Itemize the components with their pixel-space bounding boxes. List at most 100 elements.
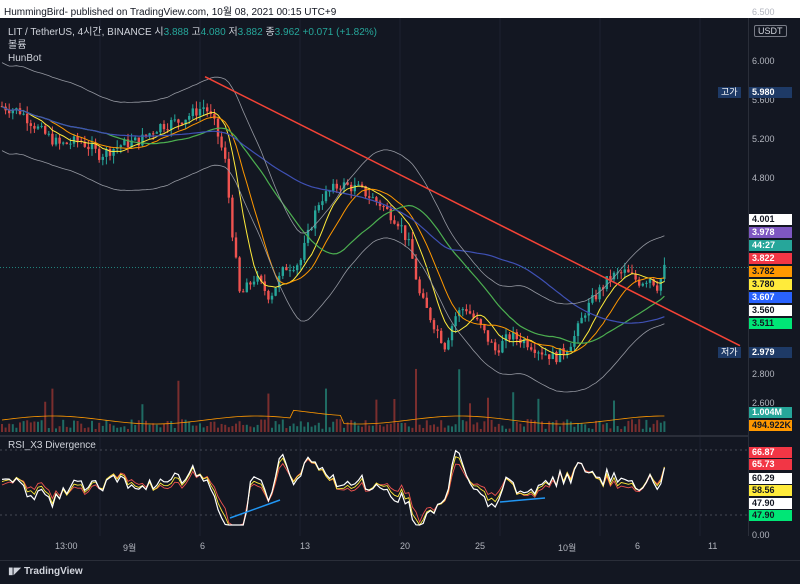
candle-body [144, 134, 148, 136]
close-label: 종 [265, 27, 275, 38]
volume-bar [533, 420, 536, 432]
volume-bar [44, 401, 47, 432]
candle-body [263, 281, 266, 291]
time-tick-label: 13:00 [55, 541, 78, 551]
symbol-title[interactable]: LIT / TetherUS, 4시간, BINANCE [8, 27, 152, 38]
volume-bar [91, 420, 93, 432]
currency-badge[interactable]: USDT [754, 25, 787, 37]
candle-body [90, 143, 94, 150]
volume-bar [206, 426, 209, 432]
volume-bar [343, 427, 345, 432]
brand-text: TradingView [23, 566, 83, 577]
candle-body [645, 282, 648, 284]
volume-bar [101, 425, 104, 432]
candle-body [447, 340, 450, 350]
volume-bar [627, 420, 630, 432]
candle-body [368, 196, 371, 198]
candle-body [44, 125, 47, 134]
volume-bar [292, 423, 295, 432]
candle-body [234, 237, 238, 258]
volume-bar [469, 403, 471, 432]
candle-body [184, 119, 187, 125]
candle-body [198, 108, 202, 116]
candle-body [11, 110, 14, 114]
volume-bar [130, 419, 133, 432]
volume-bar [80, 423, 83, 432]
candle-body [72, 136, 76, 144]
candle-body [472, 313, 475, 318]
volume-indicator-label[interactable]: 볼륨 [8, 40, 27, 51]
volume-bar [389, 423, 392, 432]
volume-bar [515, 421, 518, 432]
candle-body [371, 197, 374, 199]
candle-body [332, 183, 335, 191]
candle-body [94, 143, 97, 149]
price-tick-label: 2.800 [752, 369, 775, 379]
volume-bar [598, 420, 601, 432]
candle-body [555, 352, 558, 363]
volume-bar [83, 428, 86, 432]
volume-bar [479, 428, 482, 432]
volume-bar [281, 419, 284, 432]
candle-body [393, 220, 396, 224]
volume-bar [328, 427, 331, 432]
candle-body [494, 342, 497, 351]
candle-body [155, 132, 158, 134]
volume-bar [51, 388, 54, 432]
candle-body [634, 273, 637, 280]
candle-body [270, 295, 274, 300]
volume-bar [505, 428, 507, 432]
price-tag: 2.979 [749, 347, 792, 358]
candle-body [303, 242, 306, 260]
volume-bar [127, 428, 129, 432]
candle-body [314, 210, 317, 229]
candle-body [353, 184, 356, 192]
rsi-indicator-label[interactable]: RSI_X3 Divergence [8, 440, 96, 451]
candle-body [569, 346, 572, 352]
volume-bar [415, 368, 417, 432]
change-value: +0.071 (+1.82%) [302, 27, 377, 38]
candle-body [62, 142, 65, 144]
candle-body [278, 275, 281, 288]
candle-body [119, 145, 122, 148]
candle-body [422, 293, 425, 298]
volume-bar [40, 420, 43, 432]
volume-bar [386, 424, 389, 432]
candle-body [497, 350, 500, 353]
publish-header: HummingBird- published on TradingView.co… [0, 0, 800, 18]
candle-body [166, 129, 169, 131]
hunbot-indicator-label[interactable]: HunBot [8, 53, 42, 64]
volume-bar [494, 426, 497, 432]
volume-bar [267, 393, 270, 432]
candle-body [659, 278, 662, 291]
candle-body [515, 332, 518, 340]
price-tag: 44:27 [749, 240, 792, 251]
volume-bar [602, 424, 605, 432]
candle-body [591, 295, 594, 303]
volume-bar [472, 424, 475, 432]
volume-bar [22, 421, 25, 432]
candle-body [573, 336, 576, 347]
candle-body [504, 334, 508, 341]
volume-bar [530, 419, 533, 432]
time-tick-label: 10월 [558, 543, 577, 553]
volume-bar [76, 420, 79, 432]
candle-body [512, 332, 515, 340]
price-tick-label: 4.800 [752, 173, 775, 184]
candle-body [656, 285, 659, 291]
price-tick-label: 5.600 [752, 95, 775, 106]
candle-body [551, 352, 554, 360]
volume-bar [227, 427, 230, 432]
candle-body [404, 225, 407, 241]
tradingview-logo[interactable]: ▮◤ TradingView [8, 566, 83, 577]
candle-body [576, 323, 580, 337]
volume-bar [573, 426, 576, 432]
volume-bar [634, 424, 637, 432]
candle-body [170, 120, 173, 130]
main-pane[interactable] [0, 18, 748, 536]
publish-text: HummingBird- published on TradingView.co… [4, 7, 337, 18]
volume-bar [278, 424, 281, 432]
price-tag: 3.560 [749, 305, 792, 316]
candle-body [339, 188, 342, 190]
